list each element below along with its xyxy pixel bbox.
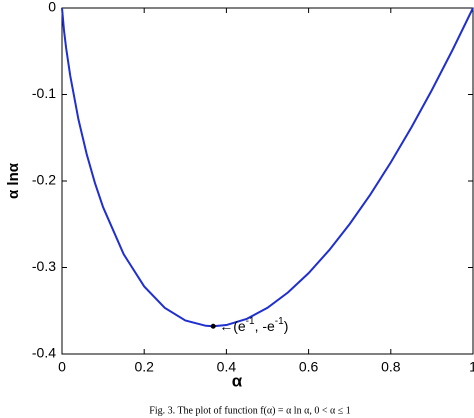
- plot-frame: [61, 7, 474, 355]
- annotation-part: -1: [275, 316, 284, 327]
- annotation: ←(e-1, -e-1): [219, 316, 288, 334]
- minimum-point: [210, 323, 216, 329]
- x-axis-label: α: [232, 371, 243, 390]
- y-tick-label: -0.2: [32, 172, 56, 188]
- caption: Fig. 3. The plot of function f(α) = α ln…: [149, 405, 350, 416]
- x-tick-label: 0.4: [217, 359, 237, 375]
- annotation-part: ←(e: [219, 318, 246, 334]
- y-tick-label: -0.1: [32, 85, 56, 101]
- x-tick-label: 0.2: [134, 359, 154, 375]
- y-axis-label: α lnα: [5, 162, 22, 199]
- curve: [61, 7, 474, 328]
- annotation-part: ): [284, 318, 289, 334]
- y-tick-label: -0.3: [32, 258, 56, 274]
- annotation-part: -1: [246, 316, 255, 327]
- y-tick-label: 0: [48, 0, 56, 15]
- y-tick-label: -0.4: [32, 345, 56, 361]
- x-tick-label: 0: [58, 359, 66, 375]
- x-tick-label: 1: [469, 359, 474, 375]
- annotation-part: , -e: [255, 318, 275, 334]
- x-tick-label: 0.6: [299, 359, 319, 375]
- x-tick-label: 0.8: [381, 359, 401, 375]
